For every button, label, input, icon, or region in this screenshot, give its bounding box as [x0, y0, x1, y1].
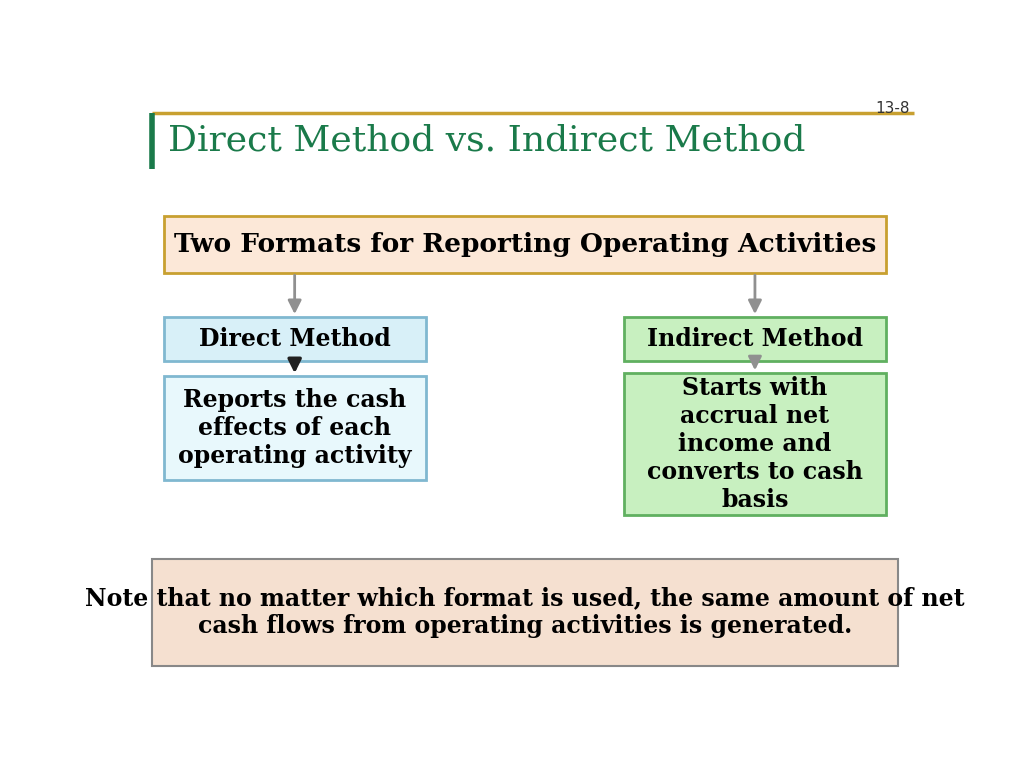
Text: Starts with
accrual net
income and
converts to cash
basis: Starts with accrual net income and conve… — [647, 376, 863, 511]
FancyBboxPatch shape — [152, 559, 898, 666]
FancyBboxPatch shape — [624, 317, 886, 361]
FancyBboxPatch shape — [624, 373, 886, 515]
Text: Reports the cash
effects of each
operating activity: Reports the cash effects of each operati… — [178, 388, 412, 468]
FancyBboxPatch shape — [164, 376, 426, 479]
Text: Direct Method vs. Indirect Method: Direct Method vs. Indirect Method — [168, 124, 805, 157]
Text: Indirect Method: Indirect Method — [647, 327, 863, 351]
Text: Note that no matter which format is used, the same amount of net
cash flows from: Note that no matter which format is used… — [85, 587, 965, 638]
Text: Direct Method: Direct Method — [199, 327, 390, 351]
FancyBboxPatch shape — [164, 317, 426, 361]
FancyBboxPatch shape — [164, 217, 886, 273]
Text: 13-8: 13-8 — [876, 101, 909, 116]
Text: Two Formats for Reporting Operating Activities: Two Formats for Reporting Operating Acti… — [174, 232, 876, 257]
